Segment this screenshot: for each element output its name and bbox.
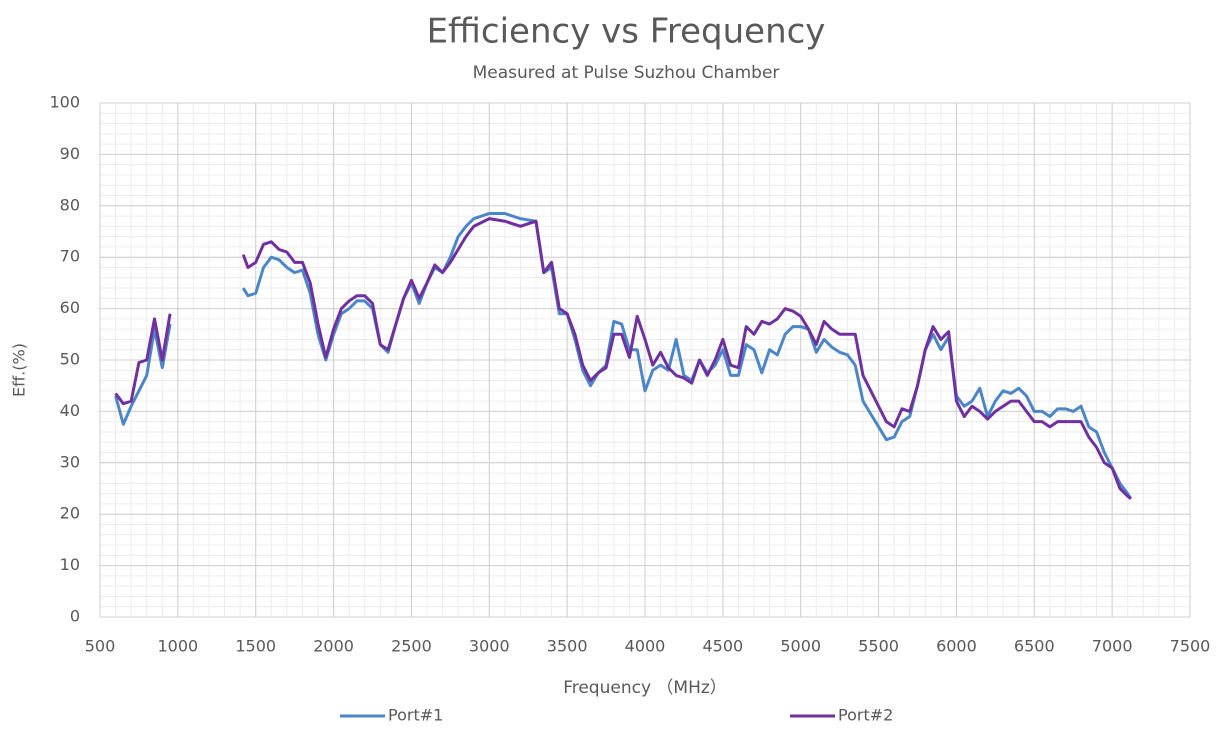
y-tick-label: 20 [60,504,80,523]
x-tick-label: 1500 [235,637,276,656]
y-tick-label: 80 [60,195,80,214]
y-tick-label: 70 [60,247,80,266]
y-tick-label: 10 [60,555,80,574]
x-axis-label: Frequency （MHz） [563,678,727,698]
x-tick-label: 3000 [469,637,510,656]
legend-label: Port#2 [838,706,893,725]
x-tick-label: 6500 [1014,637,1055,656]
x-tick-label: 7000 [1092,637,1133,656]
x-tick-label: 4500 [702,637,743,656]
legend-label: Port#1 [388,706,443,725]
series-line [114,217,1132,500]
x-tick-label: 3500 [547,637,588,656]
x-tick-label: 1000 [157,637,198,656]
y-axis-label: Eff.(%) [10,343,29,397]
chart-title: Efficiency vs Frequency [427,12,826,52]
x-tick-label: 2500 [391,637,432,656]
chart-subtitle: Measured at Pulse Suzhou Chamber [473,63,780,83]
x-tick-label: 4000 [625,637,666,656]
x-tick-label: 5500 [858,637,899,656]
x-tick-label: 2000 [313,637,354,656]
y-tick-label: 50 [60,350,80,369]
x-tick-label: 6000 [936,637,977,656]
y-tick-label: 100 [49,93,80,112]
y-tick-label: 90 [60,144,80,163]
y-tick-label: 60 [60,298,80,317]
y-tick-label: 0 [70,607,80,626]
x-tick-label: 5000 [780,637,821,656]
y-tick-label: 30 [60,452,80,471]
y-tick-label: 40 [60,401,80,420]
x-tick-label: 500 [85,637,116,656]
x-tick-label: 7500 [1170,637,1211,656]
